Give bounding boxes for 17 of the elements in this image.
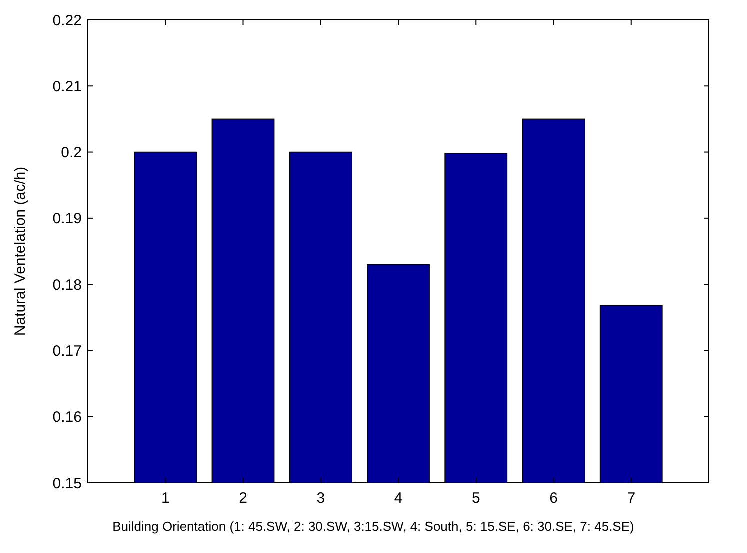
y-axis-title: Natural Ventelation (ac/h) [12,166,29,336]
y-tick-label: 0.22 [52,12,82,30]
x-tick-label: 4 [394,490,403,507]
x-axis-title: Building Orientation (1: 45.SW, 2: 30.SW, 3:15.SW, 4: South, 5: 15.SE, 6: 30.SE, 7: 45.SE) [112,519,634,534]
y-tick-label: 0.16 [52,409,82,426]
x-tick-label: 3 [316,490,326,507]
x-tick-label: 7 [627,490,636,507]
y-tick-label: 0.17 [52,342,82,360]
y-tick-label: 0.19 [52,210,82,228]
x-tick-label: 6 [550,490,558,507]
x-tick-label: 2 [239,490,248,507]
y-tick-label: 0.2 [61,144,82,162]
y-tick-label: 0.21 [52,78,82,96]
x-tick-label: 1 [161,490,170,507]
y-tick-label: 0.15 [52,475,82,492]
x-tick-label: 5 [472,490,480,507]
y-tick-label: 0.18 [52,276,82,294]
